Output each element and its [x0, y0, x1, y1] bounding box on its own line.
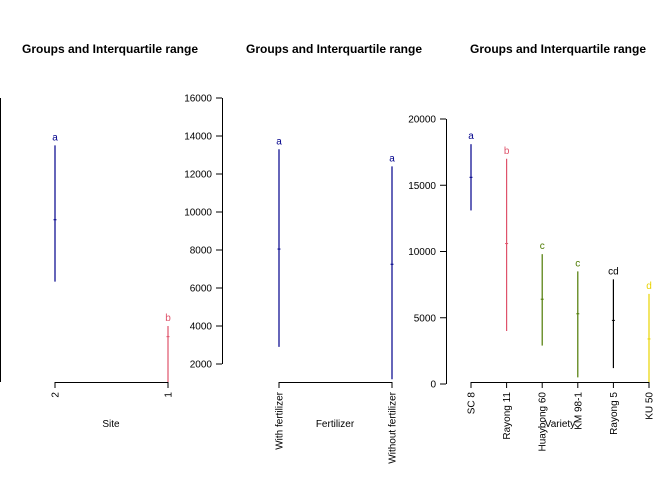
chart-title: Groups and Interquartile range	[470, 42, 646, 56]
y-tick-label: 10000	[184, 208, 212, 219]
group-letter: d	[646, 281, 652, 292]
x-axis-label: Variety	[545, 419, 575, 430]
y-tick-label: 15000	[408, 181, 436, 192]
group-letter: c	[575, 258, 580, 269]
group-letter: a	[468, 131, 474, 142]
x-tick-label: With fertilizer	[275, 391, 286, 449]
y-tick-label: 14000	[184, 132, 212, 143]
y-tick-label: 2000	[190, 360, 213, 371]
panel-3: Groups and Interquartile range 0 5000 10000…	[408, 42, 655, 452]
panel-1: Groups and Interquartile range 2 1 Site a b	[0, 42, 198, 430]
y-tick-label: 0	[430, 380, 436, 391]
chart-title: Groups and Interquartile range	[246, 42, 422, 56]
y-tick-label: 4000	[190, 322, 213, 333]
x-tick-label: 1	[164, 392, 175, 398]
x-tick-label: KM 98-1	[573, 392, 584, 430]
x-tick-label: KU 50	[645, 392, 656, 420]
group-letter: a	[52, 132, 58, 143]
y-tick-label: 8000	[190, 246, 213, 257]
y-tick-label: 20000	[408, 115, 436, 126]
chart-title: Groups and Interquartile range	[22, 42, 198, 56]
group-letter: a	[389, 153, 395, 164]
group-letter: a	[276, 136, 282, 147]
panel-2: Groups and Interquartile range 2000 4000 60…	[184, 42, 422, 464]
y-tick-label: 12000	[184, 170, 212, 181]
y-tick-label: 5000	[414, 313, 437, 324]
group-letter: b	[504, 146, 510, 157]
x-tick-label: 2	[51, 392, 62, 398]
x-tick-label: SC 8	[467, 392, 478, 415]
x-axis-label: Site	[102, 419, 120, 430]
group-letter: cd	[608, 266, 619, 277]
y-tick-label: 6000	[190, 284, 213, 295]
x-tick-label: Rayong 11	[502, 392, 513, 440]
x-tick-label: Without fertilizer	[388, 391, 399, 463]
group-letter: c	[540, 241, 545, 252]
y-tick-label: 16000	[184, 94, 212, 105]
group-letter: b	[165, 313, 171, 324]
x-axis-label: Fertilizer	[316, 419, 355, 430]
x-tick-label: Rayong 5	[609, 392, 620, 435]
x-tick-label: Huaybong 60	[538, 392, 549, 452]
y-tick-label: 10000	[408, 247, 436, 258]
